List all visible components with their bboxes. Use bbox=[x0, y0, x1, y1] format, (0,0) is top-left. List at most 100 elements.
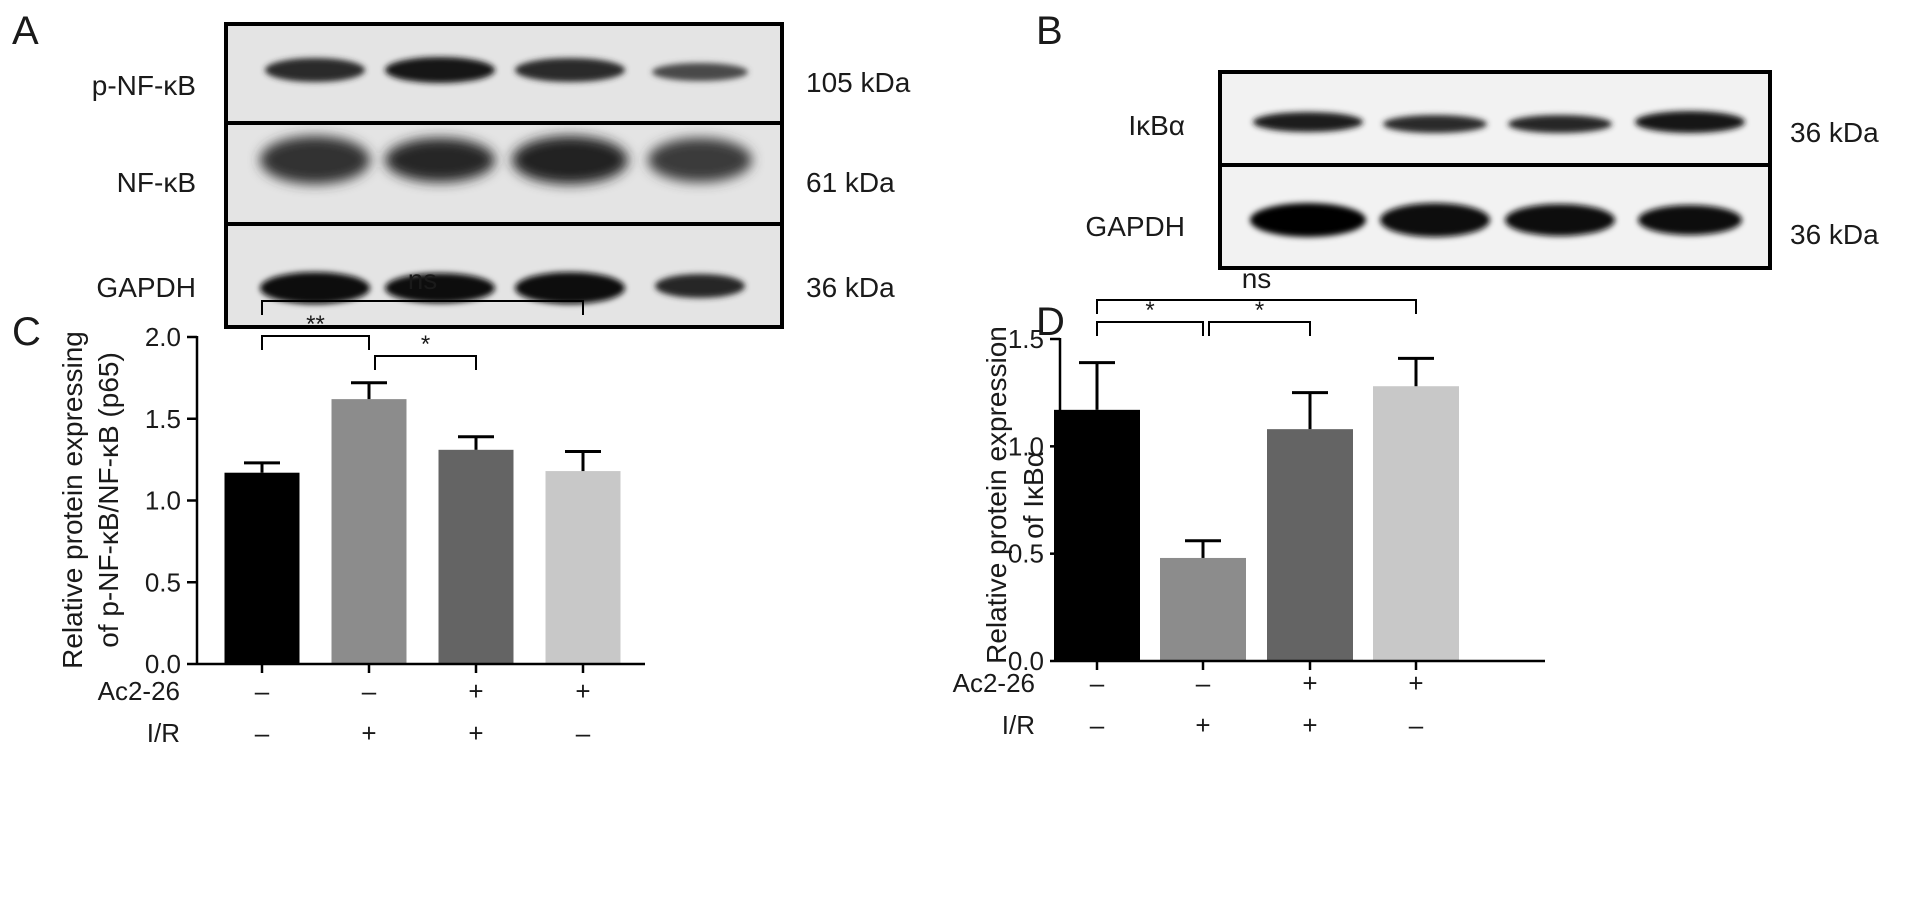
factor-value: + bbox=[1302, 668, 1317, 698]
significance-label: ns bbox=[1242, 263, 1272, 294]
blot-a-row-label: NF-κB bbox=[117, 167, 196, 198]
band bbox=[1380, 203, 1490, 237]
blot-b-frame bbox=[1218, 70, 1772, 270]
factor-label: Ac2-26 bbox=[98, 676, 180, 706]
y-axis-title: of p-NF-κB/NF-κB (p65) bbox=[93, 352, 124, 648]
blot-a-kda-label: 36 kDa bbox=[806, 272, 895, 303]
blot-b-row-label: IκBα bbox=[1128, 110, 1185, 141]
blot-b-kda-label: 36 kDa bbox=[1790, 219, 1879, 250]
factor-value: + bbox=[361, 718, 376, 748]
factor-value: + bbox=[1302, 710, 1317, 740]
panel-b-label: B bbox=[1036, 9, 1063, 53]
blot-b-row-gapdh-bands bbox=[1250, 203, 1742, 237]
y-tick-label: 0.5 bbox=[1008, 539, 1044, 569]
blot-a-kda-label: 105 kDa bbox=[806, 67, 911, 98]
significance-bracket bbox=[1208, 321, 1311, 336]
significance-label: ns bbox=[408, 264, 438, 295]
y-axis-title: Relative protein expression bbox=[981, 326, 1012, 664]
y-tick-label: 1.0 bbox=[145, 486, 181, 516]
factor-value: + bbox=[575, 676, 590, 706]
band bbox=[1383, 115, 1487, 133]
factor-label: I/R bbox=[1002, 710, 1035, 740]
significance-bracket bbox=[261, 300, 584, 315]
panel-a-label: A bbox=[12, 9, 39, 53]
blot-a-row-nfkb-bands bbox=[260, 136, 752, 184]
bar bbox=[1373, 386, 1459, 661]
band bbox=[385, 138, 495, 182]
factor-value: – bbox=[1409, 710, 1424, 740]
band bbox=[655, 274, 745, 298]
chart-c: C 0.0 0.5 1.0 1.5 2.0 Relative protein express… bbox=[12, 264, 645, 748]
significance-label: * bbox=[421, 331, 430, 358]
blot-b-background bbox=[1220, 72, 1770, 268]
y-tick-label: 0.0 bbox=[1008, 646, 1044, 676]
band bbox=[1253, 112, 1363, 132]
blot-a-row-label: p-NF-κB bbox=[92, 70, 196, 101]
y-tick-label: 1.0 bbox=[1008, 431, 1044, 461]
y-tick-label: 0.0 bbox=[145, 649, 181, 679]
bar bbox=[224, 472, 300, 664]
bar bbox=[438, 449, 514, 664]
band bbox=[652, 63, 748, 81]
band bbox=[260, 136, 370, 184]
y-axis-title: of IκBα bbox=[1018, 451, 1049, 539]
bar bbox=[1054, 409, 1140, 661]
y-tick-label: 1.5 bbox=[1008, 324, 1044, 354]
bar bbox=[545, 471, 621, 664]
blot-b-kda-label: 36 kDa bbox=[1790, 117, 1879, 148]
band bbox=[265, 58, 365, 82]
band bbox=[1505, 204, 1615, 236]
band bbox=[1638, 205, 1742, 235]
blot-b: IκBα GAPDH 36 kDa 36 kDa bbox=[1085, 70, 1879, 270]
blot-a-frame bbox=[224, 22, 784, 329]
y-tick-label: 1.5 bbox=[145, 404, 181, 434]
significance-bracket bbox=[261, 335, 370, 350]
band bbox=[385, 57, 495, 83]
band bbox=[515, 58, 625, 82]
band bbox=[515, 272, 625, 304]
panel-label: C bbox=[12, 310, 41, 354]
blot-b-row-ikba-bands bbox=[1253, 111, 1745, 133]
band bbox=[1508, 115, 1612, 133]
blot-a-kda-label: 61 kDa bbox=[806, 167, 895, 198]
significance-bracket bbox=[374, 355, 477, 370]
factor-value: + bbox=[468, 718, 483, 748]
factor-value: – bbox=[1090, 710, 1105, 740]
y-tick-label: 2.0 bbox=[145, 322, 181, 352]
y-tick-label: 0.5 bbox=[145, 567, 181, 597]
blot-a-row-label: GAPDH bbox=[96, 272, 196, 303]
bar bbox=[1267, 429, 1353, 661]
factor-label: Ac2-26 bbox=[953, 668, 1035, 698]
y-axis-title: Relative protein expressing bbox=[57, 331, 88, 669]
factor-value: – bbox=[255, 718, 270, 748]
significance-bracket bbox=[1096, 299, 1417, 314]
blot-b-row-label: GAPDH bbox=[1085, 211, 1185, 242]
band bbox=[260, 272, 370, 304]
band bbox=[1635, 111, 1745, 133]
band bbox=[512, 136, 628, 184]
bar bbox=[1160, 557, 1246, 661]
factor-value: – bbox=[576, 718, 591, 748]
blot-a-row-p-nfkb-bands bbox=[265, 57, 748, 83]
blot-a-row-gapdh-bands bbox=[260, 272, 745, 304]
band bbox=[648, 138, 752, 182]
band bbox=[1250, 203, 1366, 237]
factor-value: – bbox=[1196, 668, 1211, 698]
significance-label: ** bbox=[306, 311, 325, 338]
factor-value: + bbox=[1408, 668, 1423, 698]
blot-a: p-NF-κB NF-κB GAPDH 105 kDa 61 kDa 36 kD… bbox=[92, 22, 911, 329]
significance-label: * bbox=[1145, 297, 1154, 324]
factor-value: + bbox=[468, 676, 483, 706]
significance-bracket bbox=[1096, 321, 1204, 336]
factor-value: – bbox=[255, 676, 270, 706]
factor-value: + bbox=[1195, 710, 1210, 740]
factor-value: – bbox=[362, 676, 377, 706]
significance-label: * bbox=[1255, 297, 1264, 324]
bar bbox=[331, 399, 407, 664]
factor-label: I/R bbox=[147, 718, 180, 748]
panel-label: D bbox=[1036, 300, 1065, 344]
band bbox=[385, 273, 495, 303]
factor-value: – bbox=[1090, 668, 1105, 698]
